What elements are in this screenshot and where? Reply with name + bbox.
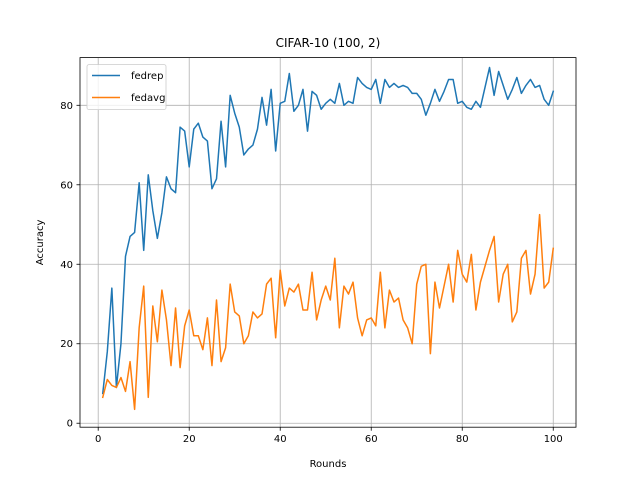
x-tick-label: 80 bbox=[456, 434, 469, 445]
legend-label-fedavg: fedavg bbox=[131, 93, 165, 104]
series-line-fedavg bbox=[101, 213, 555, 411]
grid-lines bbox=[80, 57, 576, 428]
x-tick-label: 40 bbox=[274, 434, 287, 445]
x-tick-label: 0 bbox=[95, 434, 101, 445]
axis-ticks: 0 20 40 60 80 100 0 20 40 60 80 bbox=[60, 101, 563, 445]
y-axis-label: Accuracy bbox=[35, 219, 46, 265]
x-tick-label: 20 bbox=[183, 434, 196, 445]
legend: fedrep fedavg bbox=[86, 64, 167, 110]
y-tick-label: 40 bbox=[60, 260, 73, 271]
y-tick-label: 20 bbox=[60, 339, 73, 350]
y-tick-label: 0 bbox=[67, 419, 73, 430]
x-tick-label: 100 bbox=[544, 434, 563, 445]
y-tick-label: 80 bbox=[60, 101, 73, 112]
plot-area-frame bbox=[79, 57, 577, 428]
chart-title: CIFAR-10 (100, 2) bbox=[276, 36, 381, 50]
x-tick-label: 60 bbox=[365, 434, 378, 445]
legend-label-fedrep: fedrep bbox=[131, 71, 163, 82]
x-axis-label: Rounds bbox=[310, 459, 347, 470]
y-tick-label: 60 bbox=[60, 180, 73, 191]
series-line-fedrep bbox=[101, 66, 555, 395]
series-lines bbox=[101, 66, 555, 411]
